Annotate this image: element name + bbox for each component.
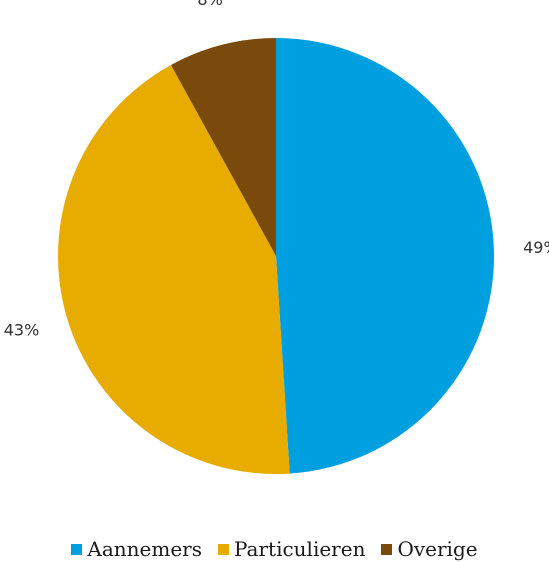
legend-item-particulieren: Particulieren bbox=[217, 537, 366, 561]
slice-label-aannemers: 49% bbox=[523, 238, 549, 257]
legend-swatch-particulieren bbox=[217, 543, 229, 555]
legend-label-aannemers: Aannemers bbox=[87, 537, 202, 561]
legend-swatch-overige bbox=[381, 543, 393, 555]
slice-label-overige: 8% bbox=[197, 0, 222, 9]
legend: Aannemers Particulieren Overige bbox=[0, 537, 549, 561]
legend-item-overige: Overige bbox=[381, 537, 478, 561]
slice-label-particulieren: 43% bbox=[4, 320, 40, 339]
pie-slice-overige bbox=[170, 38, 276, 256]
legend-label-overige: Overige bbox=[397, 537, 478, 561]
legend-item-aannemers: Aannemers bbox=[71, 537, 202, 561]
pie-slices bbox=[58, 38, 494, 474]
pie-slice-aannemers bbox=[276, 38, 494, 474]
slice-labels: 49% 43% 8% bbox=[4, 0, 549, 339]
pie-slice-particulieren bbox=[58, 64, 290, 474]
legend-label-particulieren: Particulieren bbox=[233, 537, 366, 561]
legend-swatch-aannemers bbox=[71, 543, 83, 555]
